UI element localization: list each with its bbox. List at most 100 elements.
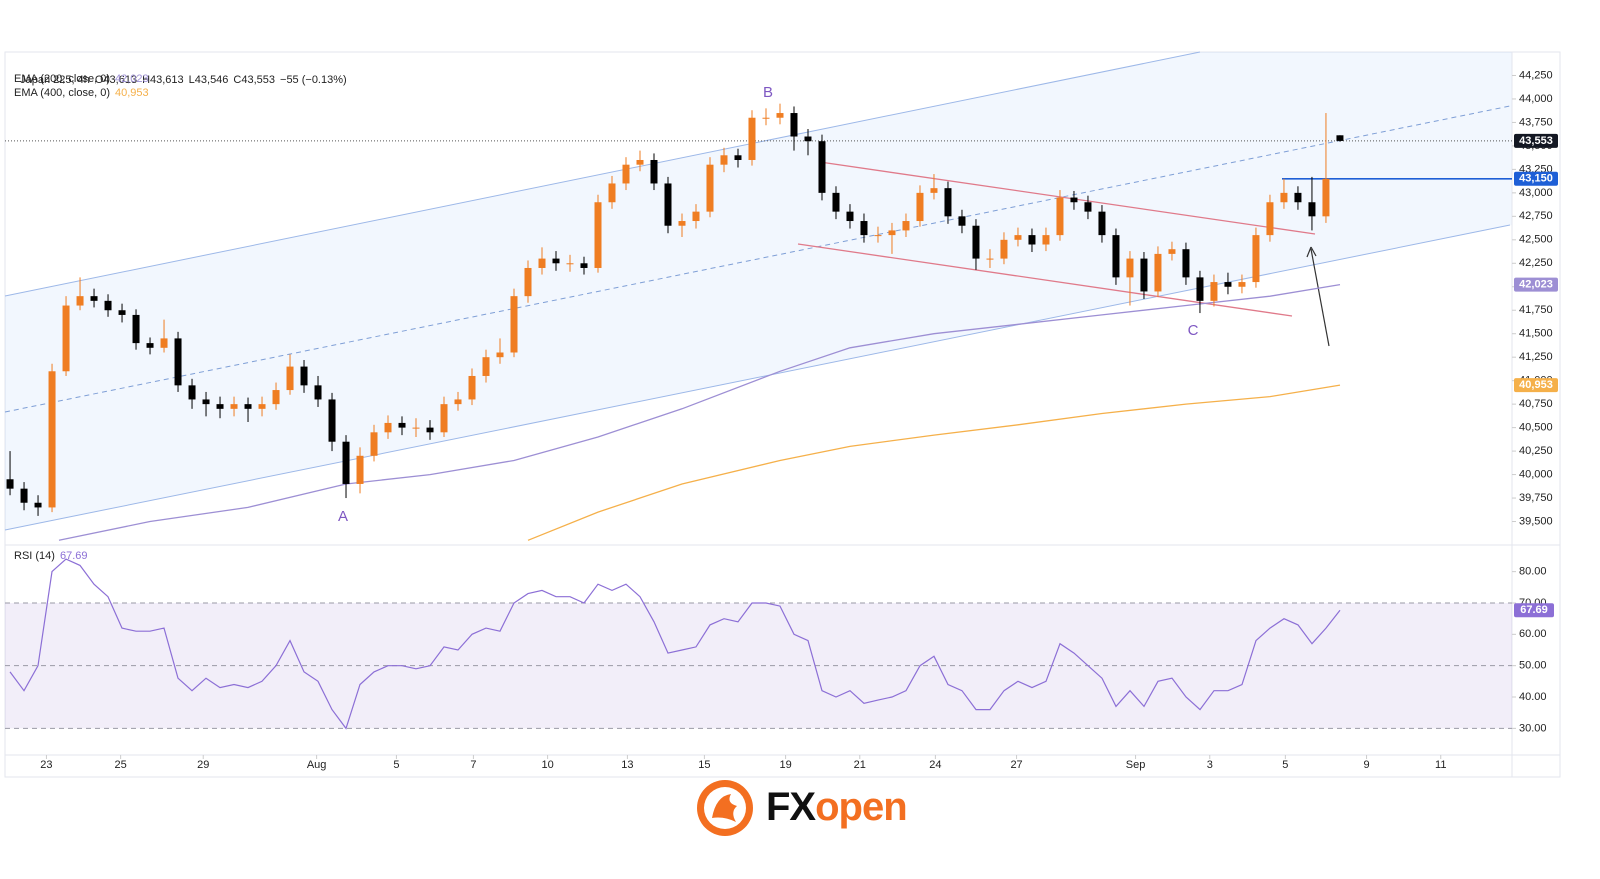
candle-body: [384, 422, 392, 433]
x-tick-label: Aug: [307, 759, 327, 771]
candle-body: [1336, 135, 1344, 141]
x-tick-label: 21: [854, 759, 866, 771]
candle-body: [1000, 239, 1008, 259]
candle-body: [1126, 258, 1134, 278]
candle-body: [818, 141, 826, 193]
logo-fx: FX: [766, 785, 816, 829]
rsi-tick-label: 60.00: [1519, 628, 1547, 640]
candle-body: [1280, 192, 1288, 203]
x-tick-label: 13: [621, 759, 633, 771]
candle-body: [720, 155, 728, 165]
annotation: A: [338, 508, 348, 525]
candle-body: [916, 192, 924, 222]
wedge-lower: [797, 243, 1293, 317]
y-tick-label: 41,250: [1519, 351, 1553, 363]
x-tick-label: 5: [1282, 759, 1288, 771]
rsi-title: RSI (14): [14, 550, 55, 562]
candle-body: [874, 235, 882, 237]
candle-body: [1014, 235, 1022, 240]
symbol: Japan 225, 4h: [20, 74, 90, 86]
candle-body: [1056, 197, 1064, 236]
candle-body: [454, 399, 462, 405]
candle-body: [664, 183, 672, 226]
candle-body: [426, 427, 434, 433]
channel-mid: [4, 105, 1511, 413]
candle-body: [76, 296, 84, 306]
candle-body: [1294, 192, 1302, 203]
candle-body: [230, 404, 238, 409]
candle-body: [832, 192, 840, 212]
candle-body: [314, 385, 322, 400]
channel-fill: [5, 52, 1512, 530]
candle-body: [20, 488, 28, 503]
x-tick-label: 25: [115, 759, 127, 771]
price-box: [1514, 171, 1558, 186]
candle-body: [272, 390, 280, 405]
candle-body: [692, 211, 700, 222]
candle-body: [342, 441, 350, 484]
candle-body: [328, 399, 336, 442]
candle-body: [678, 221, 686, 226]
frame: [4, 51, 1561, 778]
candle-body: [258, 404, 266, 409]
y-tick-label: 40,750: [1519, 398, 1553, 410]
logo-open: open: [815, 785, 907, 829]
legend-name: EMA (400, close, 0): [14, 87, 110, 99]
y-tick-label: 44,250: [1519, 69, 1553, 81]
candle-body: [188, 385, 196, 400]
candle-body: [370, 432, 378, 456]
candle-body: [580, 263, 588, 268]
candle-body: [608, 183, 616, 203]
candle-body: [412, 427, 420, 429]
candle-body: [1154, 253, 1162, 292]
wedge-upper: [819, 161, 1316, 235]
arrow: [1310, 248, 1330, 347]
legend-name: EMA (200, close, 0): [14, 73, 110, 85]
y-tick-label: 43,000: [1519, 187, 1553, 199]
x-tick-label: 27: [1010, 759, 1022, 771]
y-tick-label: 39,500: [1519, 515, 1553, 527]
candle-body: [1112, 235, 1120, 278]
rsi-line: [9, 558, 1341, 730]
candle-body: [1140, 258, 1148, 292]
candle-body: [104, 300, 112, 311]
candle-body: [1028, 235, 1036, 245]
candle-body: [174, 338, 182, 386]
candle-body: [160, 338, 168, 348]
candle-body: [1238, 282, 1246, 287]
legend-value: 42,023: [115, 73, 149, 85]
candle-body: [1042, 235, 1050, 245]
y-tick-label: 40,500: [1519, 422, 1553, 434]
candle-body: [944, 188, 952, 217]
price-box: [1514, 378, 1558, 393]
price-box-label: 43,553: [1519, 135, 1553, 147]
x-tick-label: 19: [779, 759, 791, 771]
price-box: [1514, 133, 1558, 148]
candle-body: [888, 230, 896, 236]
x-tick-label: 5: [393, 759, 399, 771]
x-tick-label: 9: [1363, 759, 1369, 771]
candle-body: [1266, 202, 1274, 236]
candle-body: [468, 375, 476, 400]
ohlc: −55 (−0.13%): [280, 74, 347, 86]
legend-ema400: EMA (400, close, 0) 40,953: [14, 86, 154, 101]
candle-body: [34, 502, 42, 508]
rsi-tick-label: 80.00: [1519, 566, 1547, 578]
y-tick-label: 39,750: [1519, 492, 1553, 504]
candle-body: [6, 479, 14, 489]
candle-body: [762, 117, 770, 119]
candle-body: [398, 422, 406, 428]
y-tick-label: 43,750: [1519, 116, 1553, 128]
arrow-head: [1306, 246, 1317, 258]
candle-body: [524, 267, 532, 297]
rsi-legend: RSI (14) 67.69: [14, 549, 93, 564]
x-tick-label: 10: [541, 759, 553, 771]
candle-body: [650, 159, 658, 184]
candle-body: [734, 155, 742, 160]
candle-body: [48, 371, 56, 508]
price-box-label: 43,150: [1519, 173, 1553, 185]
candle-body: [790, 113, 798, 137]
y-tick-label: 40,000: [1519, 468, 1553, 480]
candle-body: [902, 221, 910, 231]
